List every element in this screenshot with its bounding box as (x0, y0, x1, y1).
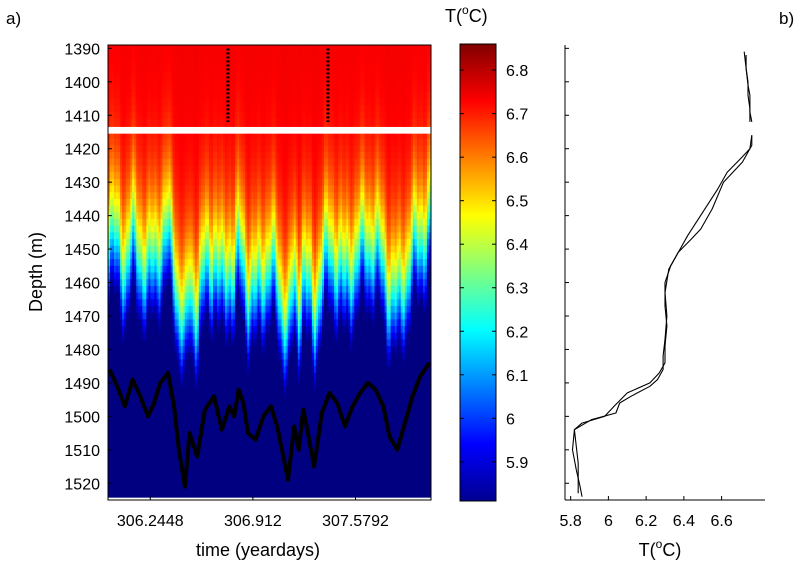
heatmap-y-tick-label: 1420 (64, 142, 100, 159)
profile-line-2 (745, 55, 753, 123)
colorbar-tick-label: 6.8 (506, 63, 528, 80)
panel-b-label: b) (779, 9, 794, 28)
colorbar-gradient (459, 43, 497, 502)
heatmap-x-axis-label: time (yeardays) (196, 540, 320, 560)
panel-a-label: a) (6, 9, 21, 28)
isotherm-line (108, 361, 431, 489)
temperature-colorbar: 5.9 6 6.1 6.2 6.3 6.4 6.5 6.6 6.7 6.8 T(oC) (445, 3, 528, 502)
colorbar-tick-label: 6.2 (506, 324, 528, 341)
profile-line-1 (743, 51, 751, 122)
heatmap-y-tick-label: 1400 (64, 75, 100, 92)
heatmap-y-tick-label: 1520 (64, 476, 100, 493)
colorbar-tick-label: 6.4 (506, 237, 528, 254)
profile-x-tick-label: 6.6 (710, 513, 732, 530)
heatmap-y-axis-label: Depth (m) (26, 232, 46, 312)
heatmap-axes-frame (107, 44, 432, 501)
profile-line-1 (571, 135, 753, 497)
heatmap-y-tick-label: 1490 (64, 376, 100, 393)
profile-x-tick-label: 6.2 (635, 513, 657, 530)
heatmap-x-tick-label: 307.5792 (322, 513, 389, 530)
heatmap-y-tick-label: 1430 (64, 175, 100, 192)
colorbar-tick-label: 6.1 (506, 368, 528, 385)
heatmap-y-tick-label: 1500 (64, 409, 100, 426)
heatmap-y-tick-label: 1440 (64, 209, 100, 226)
heatmap-y-tick-label: 1450 (64, 242, 100, 259)
heatmap-y-tick-label: 1480 (64, 342, 100, 359)
colorbar-tick-label: 6.5 (506, 194, 528, 211)
temperature-profile-chart: 5.8 6 6.2 6.4 6.6 T(oC) (560, 45, 765, 560)
colorbar-tick-label: 6.7 (506, 107, 528, 124)
data-gap-band (108, 126, 431, 134)
profile-x-tick-label: 6.4 (673, 513, 695, 530)
colorbar-tick-label: 6.3 (506, 281, 528, 298)
profile-x-tick-label: 6 (604, 513, 613, 530)
heatmap-y-tick-label: 1470 (64, 309, 100, 326)
heatmap-y-tick-label: 1460 (64, 276, 100, 293)
colorbar-title: T(oC) (445, 3, 488, 26)
profile-x-axis-label: T(oC) (639, 537, 682, 560)
heatmap-x-tick-label: 306.912 (224, 513, 282, 530)
colorbar-tick-label: 6 (506, 411, 515, 428)
heatmap-y-tick-label: 1410 (64, 108, 100, 125)
profile-x-tick-label: 5.8 (560, 513, 582, 530)
heatmap-y-tick-label: 1510 (64, 443, 100, 460)
colorbar-tick-label: 5.9 (506, 455, 528, 472)
heatmap-y-tick-label: 1390 (64, 41, 100, 58)
colorbar-tick-label: 6.6 (506, 150, 528, 167)
heatmap-x-tick-label: 306.2448 (117, 513, 184, 530)
depth-time-heatmap: 1390 1400 1410 1420 1430 1440 1450 1460 1470 1480… (26, 41, 432, 560)
profile-line-2 (573, 135, 753, 494)
